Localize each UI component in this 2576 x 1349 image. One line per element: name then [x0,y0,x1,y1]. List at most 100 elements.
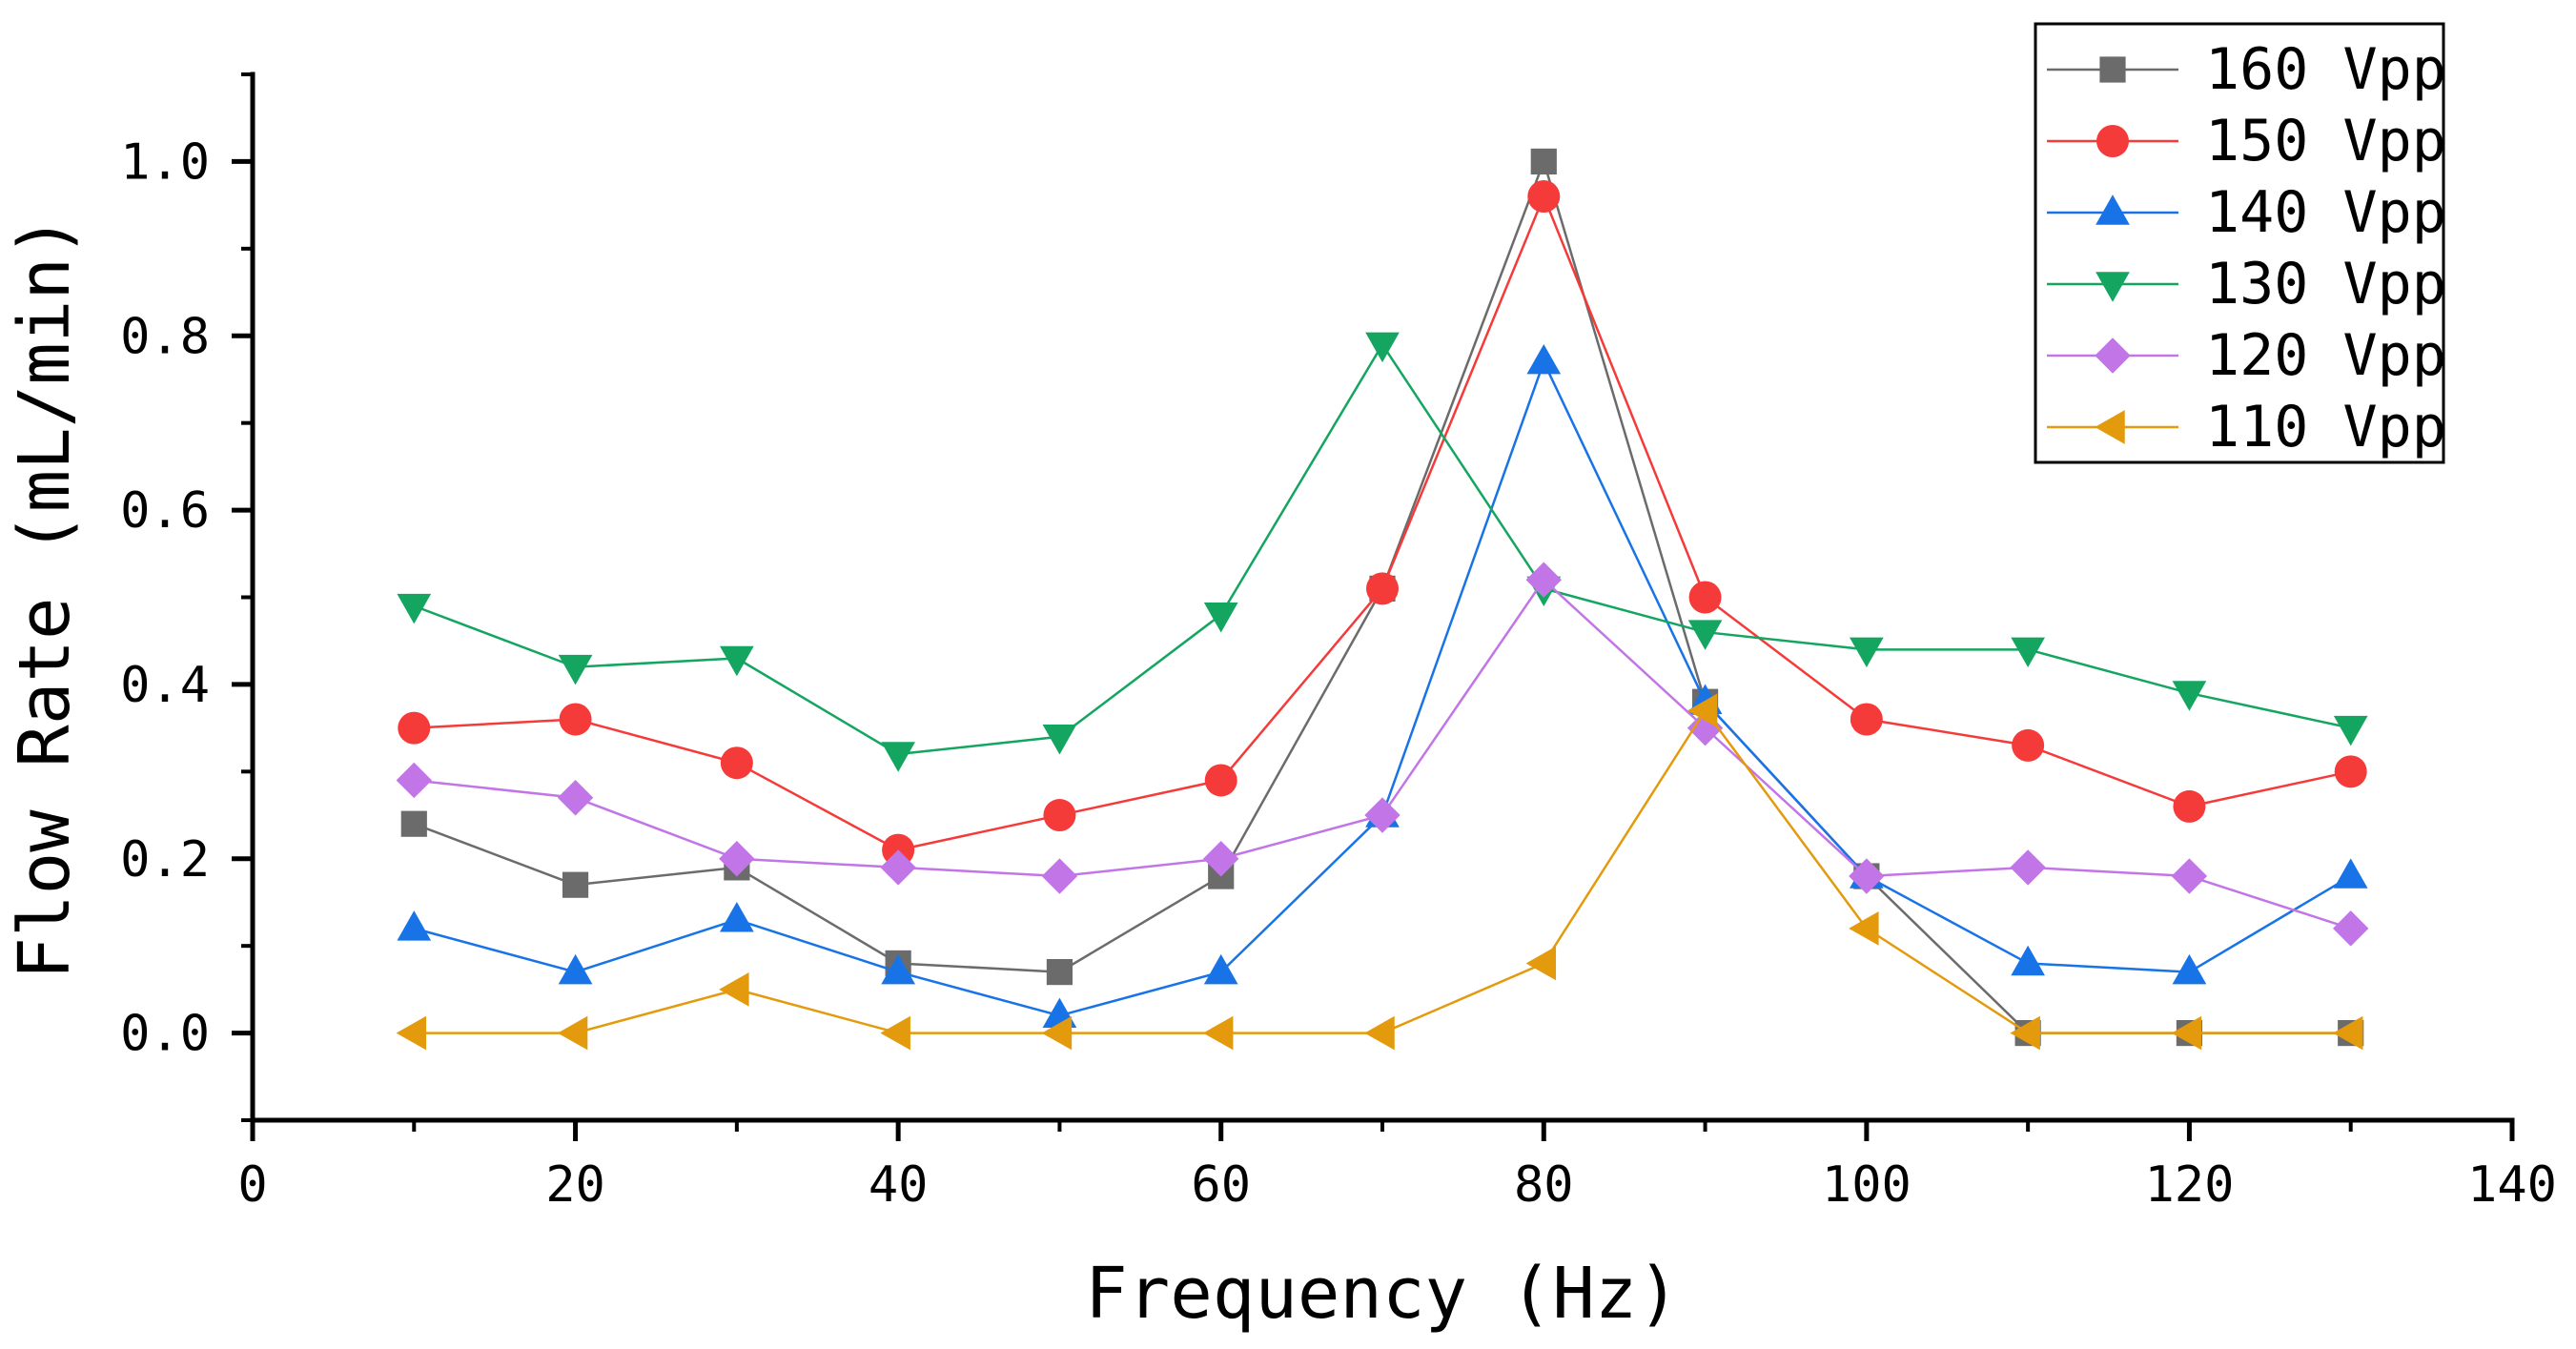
data-point [1046,958,1073,986]
data-point [559,703,592,736]
legend-item: 110 Vpp [2047,394,2446,460]
data-point [1204,764,1237,797]
data-point [1203,603,1238,633]
legend-marker [2099,56,2126,83]
data-point [1041,1015,1073,1051]
data-point [2011,945,2045,976]
x-tick-label: 80 [1514,1156,1574,1214]
legend-marker [2095,337,2131,374]
x-tick-label: 100 [1822,1156,1912,1214]
data-point [398,711,431,745]
data-point [1687,693,1718,728]
data-point [1366,572,1399,605]
legend-item: 140 Vpp [2047,179,2446,246]
data-point [2333,715,2368,746]
legend-label: 160 Vpp [2205,36,2446,103]
data-point [397,910,432,941]
legend-item: 130 Vpp [2047,251,2446,317]
data-point [719,841,755,877]
data-point [2334,755,2367,788]
data-point [2173,789,2206,823]
y-axis-title: Flow Rate (mL/min) [4,215,86,980]
legend-marker [2096,194,2130,225]
legend-item: 160 Vpp [2047,36,2446,103]
data-point [1526,343,1562,375]
data-point [881,953,915,985]
data-point [1849,858,1885,894]
data-point [720,902,754,932]
legend-marker [2096,125,2129,157]
data-point [2010,849,2046,886]
x-tick-label: 60 [1191,1156,1251,1214]
data-point [2011,637,2045,668]
y-tick-label: 0.6 [120,482,210,540]
x-tick-label: 120 [2144,1156,2234,1214]
series-layer [396,148,2369,1051]
axes: 0 20 40 60 80 100 120 140 0.0 0.2 0.4 0.6 0.8 1.0 [120,72,2557,1214]
data-point [1525,946,1557,981]
data-point [2333,1015,2363,1051]
data-point [2172,953,2207,985]
data-point [1530,148,1557,175]
x-tick-label: 0 [237,1156,267,1214]
data-point [881,742,915,772]
data-point [880,1015,910,1051]
legend-box [2034,22,2445,464]
legend-item: 120 Vpp [2047,322,2446,389]
data-point [400,810,427,837]
data-point [2171,1015,2202,1051]
data-point [1203,953,1238,985]
legend-label: 140 Vpp [2205,179,2446,246]
x-axis-title: Frequency (Hz) [1085,1253,1680,1335]
data-point [1850,703,1883,736]
data-point [558,654,593,685]
data-point [1688,581,1722,614]
series-150-vpp [398,179,2367,867]
y-tick-label: 0.8 [120,308,210,365]
data-point [1203,1015,1234,1051]
data-point [719,972,749,1007]
data-point [2171,858,2208,894]
legend-marker [2095,410,2125,444]
data-point [1364,797,1400,833]
data-point [558,953,593,985]
y-tick-label: 0.4 [120,657,210,714]
legend-label: 130 Vpp [2205,251,2446,317]
data-point [1687,620,1723,650]
legend-label: 120 Vpp [2205,322,2446,389]
series-130-vpp [397,332,2368,772]
data-point [720,645,754,677]
data-point [1041,858,1078,894]
data-point [1365,332,1400,363]
data-point [1527,179,1561,213]
data-point [397,593,432,624]
data-point [2172,681,2207,711]
data-point [1850,637,1884,668]
legend-label: 150 Vpp [2205,108,2446,174]
legend-label: 110 Vpp [2205,394,2446,460]
data-point [720,746,753,780]
series-110-vpp [396,693,2363,1051]
x-tick-label: 140 [2467,1156,2557,1214]
data-point [1525,562,1562,598]
legend-marker [2096,272,2130,302]
y-tick-label: 0.0 [120,1006,210,1063]
data-point [1364,1015,1395,1051]
data-point [2012,728,2045,762]
data-point [880,849,916,886]
x-tick-label: 20 [545,1156,605,1214]
data-point [396,1015,427,1051]
x-tick-label: 40 [869,1156,929,1214]
data-point [1687,709,1724,746]
series-120-vpp [396,562,2369,947]
legend-item: 150 Vpp [2047,108,2446,174]
data-point [396,762,432,799]
y-tick-label: 1.0 [120,133,210,191]
data-point [1203,841,1239,877]
data-point [1042,725,1077,755]
y-tick-label: 0.2 [120,831,210,889]
data-point [1043,799,1076,832]
